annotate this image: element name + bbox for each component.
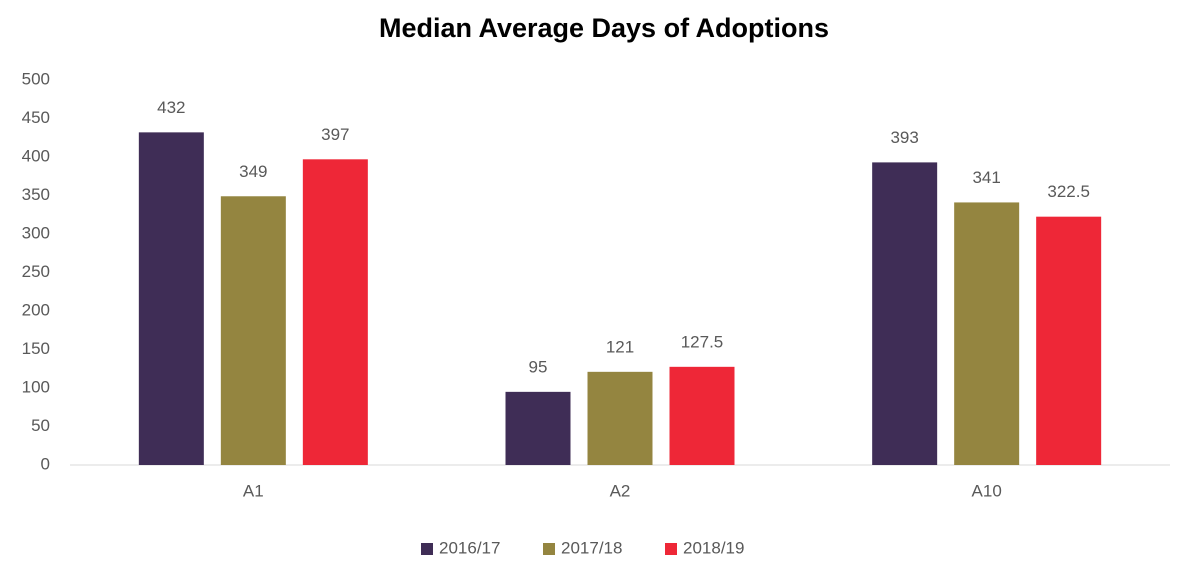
y-tick-label: 100	[22, 377, 50, 396]
y-tick-label: 50	[31, 416, 50, 435]
legend-swatch	[421, 543, 433, 555]
y-tick-label: 300	[22, 223, 50, 242]
x-tick-label: A2	[610, 481, 631, 500]
bar	[505, 391, 571, 465]
chart-title: Median Average Days of Adoptions	[379, 13, 829, 43]
data-label: 397	[321, 125, 349, 144]
data-label: 95	[529, 357, 548, 376]
y-tick-label: 200	[22, 300, 50, 319]
data-label: 127.5	[681, 332, 724, 351]
data-label: 349	[239, 162, 267, 181]
bar	[954, 202, 1020, 465]
bar	[220, 196, 286, 465]
y-tick-label: 250	[22, 262, 50, 281]
legend-swatch	[543, 543, 555, 555]
bar	[1036, 216, 1102, 465]
y-tick-label: 350	[22, 185, 50, 204]
x-tick-label: A10	[972, 481, 1002, 500]
y-tick-label: 500	[22, 69, 50, 88]
legend-label: 2018/19	[683, 538, 744, 557]
data-label: 432	[157, 98, 185, 117]
bar	[872, 162, 938, 465]
legend-swatch	[665, 543, 677, 555]
bar	[669, 366, 735, 465]
y-tick-label: 400	[22, 146, 50, 165]
legend-label: 2016/17	[439, 538, 500, 557]
x-tick-label: A1	[243, 481, 264, 500]
y-tick-label: 150	[22, 339, 50, 358]
data-label: 322.5	[1047, 182, 1090, 201]
y-tick-label: 0	[41, 454, 50, 473]
bar	[138, 132, 204, 466]
y-tick-label: 450	[22, 108, 50, 127]
data-label: 393	[890, 128, 918, 147]
data-label: 121	[606, 337, 634, 356]
data-label: 341	[972, 168, 1000, 187]
bar	[587, 371, 653, 465]
bar	[302, 159, 368, 465]
legend-label: 2017/18	[561, 538, 622, 557]
